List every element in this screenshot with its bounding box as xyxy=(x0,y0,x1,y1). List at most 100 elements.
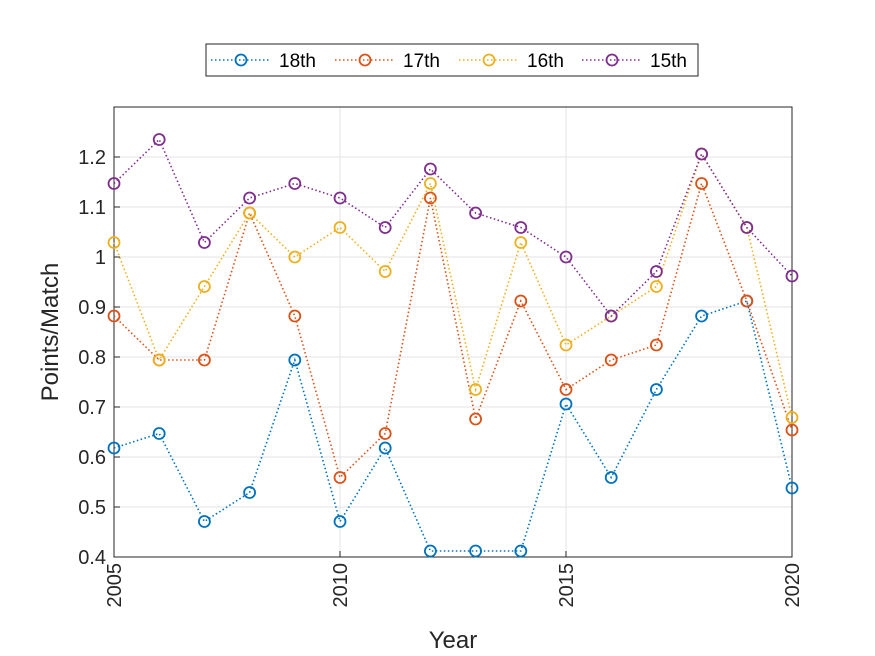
data-point xyxy=(514,221,528,234)
data-point xyxy=(650,383,663,396)
data-point xyxy=(423,191,437,205)
y-tick-label: 1.1 xyxy=(78,197,106,219)
y-tick-label: 0.8 xyxy=(78,347,106,369)
y-tick-label: 1 xyxy=(95,247,106,269)
legend-item-18th[interactable]: 18th xyxy=(211,51,316,72)
y-tick-label: 0.9 xyxy=(78,297,106,319)
data-point xyxy=(288,353,302,367)
data-point xyxy=(243,486,257,499)
data-point xyxy=(197,515,211,528)
data-point xyxy=(559,250,573,264)
data-point xyxy=(152,133,166,146)
data-point xyxy=(152,353,166,367)
data-point xyxy=(695,177,708,190)
x-tick-label: 2015 xyxy=(556,563,578,608)
data-point xyxy=(152,427,166,440)
y-tick-label: 0.7 xyxy=(78,397,106,419)
data-point xyxy=(423,544,437,558)
y-tick-label: 0.4 xyxy=(78,547,106,569)
data-point xyxy=(469,383,483,396)
data-point xyxy=(785,481,799,495)
legend-label: 18th xyxy=(279,51,316,72)
series-15th xyxy=(107,133,799,323)
data-point xyxy=(423,162,437,176)
legend-label: 15th xyxy=(650,51,687,72)
data-point xyxy=(288,177,302,190)
data-point xyxy=(243,191,257,205)
legend-marker xyxy=(482,53,496,67)
data-point xyxy=(650,338,663,352)
data-point xyxy=(650,280,663,293)
legend-label: 17th xyxy=(403,51,440,72)
grid-lines xyxy=(113,107,793,558)
data-point xyxy=(333,191,347,205)
series-layer xyxy=(107,133,799,558)
data-point xyxy=(107,236,121,249)
x-tick-label: 2020 xyxy=(782,563,804,608)
y-tick-label: 1.2 xyxy=(78,147,106,169)
data-point xyxy=(423,177,437,190)
x-tick-label: 2010 xyxy=(330,563,352,608)
data-point xyxy=(559,383,573,396)
series-17th xyxy=(107,177,799,484)
data-point xyxy=(695,147,708,161)
data-point xyxy=(378,441,392,455)
data-point xyxy=(378,427,392,440)
x-axis-label: Year xyxy=(429,627,478,654)
data-point xyxy=(695,309,708,323)
data-point xyxy=(107,177,121,190)
data-point xyxy=(514,544,528,558)
data-point xyxy=(785,423,799,437)
legend[interactable]: 18th 17th 16th 15th xyxy=(205,43,699,77)
data-point xyxy=(785,269,799,283)
data-point xyxy=(740,221,754,234)
data-point xyxy=(559,338,573,352)
data-point xyxy=(333,221,347,234)
data-point xyxy=(650,265,663,278)
legend-item-15th[interactable]: 15th xyxy=(582,51,687,72)
series-line xyxy=(113,138,793,318)
y-axis-label: Points/Match xyxy=(37,263,64,402)
data-point xyxy=(378,221,392,234)
series-18th xyxy=(107,294,799,558)
legend-marker xyxy=(358,53,372,67)
series-line xyxy=(113,152,793,418)
y-tick-label: 0.5 xyxy=(78,497,106,519)
legend-marker xyxy=(234,53,248,67)
data-point xyxy=(197,280,211,293)
data-point xyxy=(107,441,121,455)
legend-item-16th[interactable]: 16th xyxy=(459,51,564,72)
data-point xyxy=(288,309,302,323)
series-line xyxy=(113,180,793,480)
y-tick-label: 0.6 xyxy=(78,447,106,469)
data-point xyxy=(469,544,483,558)
legend-label: 16th xyxy=(527,51,564,72)
series-line xyxy=(113,299,793,552)
data-point xyxy=(514,236,528,249)
data-point xyxy=(197,236,211,249)
data-point xyxy=(740,294,754,308)
data-point xyxy=(604,471,618,484)
data-point xyxy=(107,309,121,323)
data-point xyxy=(559,397,573,411)
data-point xyxy=(785,411,799,424)
legend-box xyxy=(205,43,699,77)
data-point xyxy=(469,412,483,426)
data-point xyxy=(604,309,618,323)
data-point xyxy=(333,515,347,528)
x-axis-ticks: 2005 2010 2015 2020 xyxy=(104,551,804,608)
legend-item-17th[interactable]: 17th xyxy=(335,51,440,72)
data-point xyxy=(469,206,483,220)
data-point xyxy=(243,206,257,220)
legend-marker xyxy=(605,53,619,67)
data-point xyxy=(378,265,392,278)
x-tick-label: 2005 xyxy=(104,563,126,608)
data-point xyxy=(604,353,618,367)
series-16th xyxy=(107,147,799,424)
plot-area xyxy=(113,106,793,558)
data-point xyxy=(514,294,528,308)
data-point xyxy=(288,250,302,264)
y-axis-ticks: 0.4 0.5 0.6 0.7 0.8 0.9 1 1.1 1.2 xyxy=(78,147,120,569)
data-point xyxy=(333,471,347,484)
